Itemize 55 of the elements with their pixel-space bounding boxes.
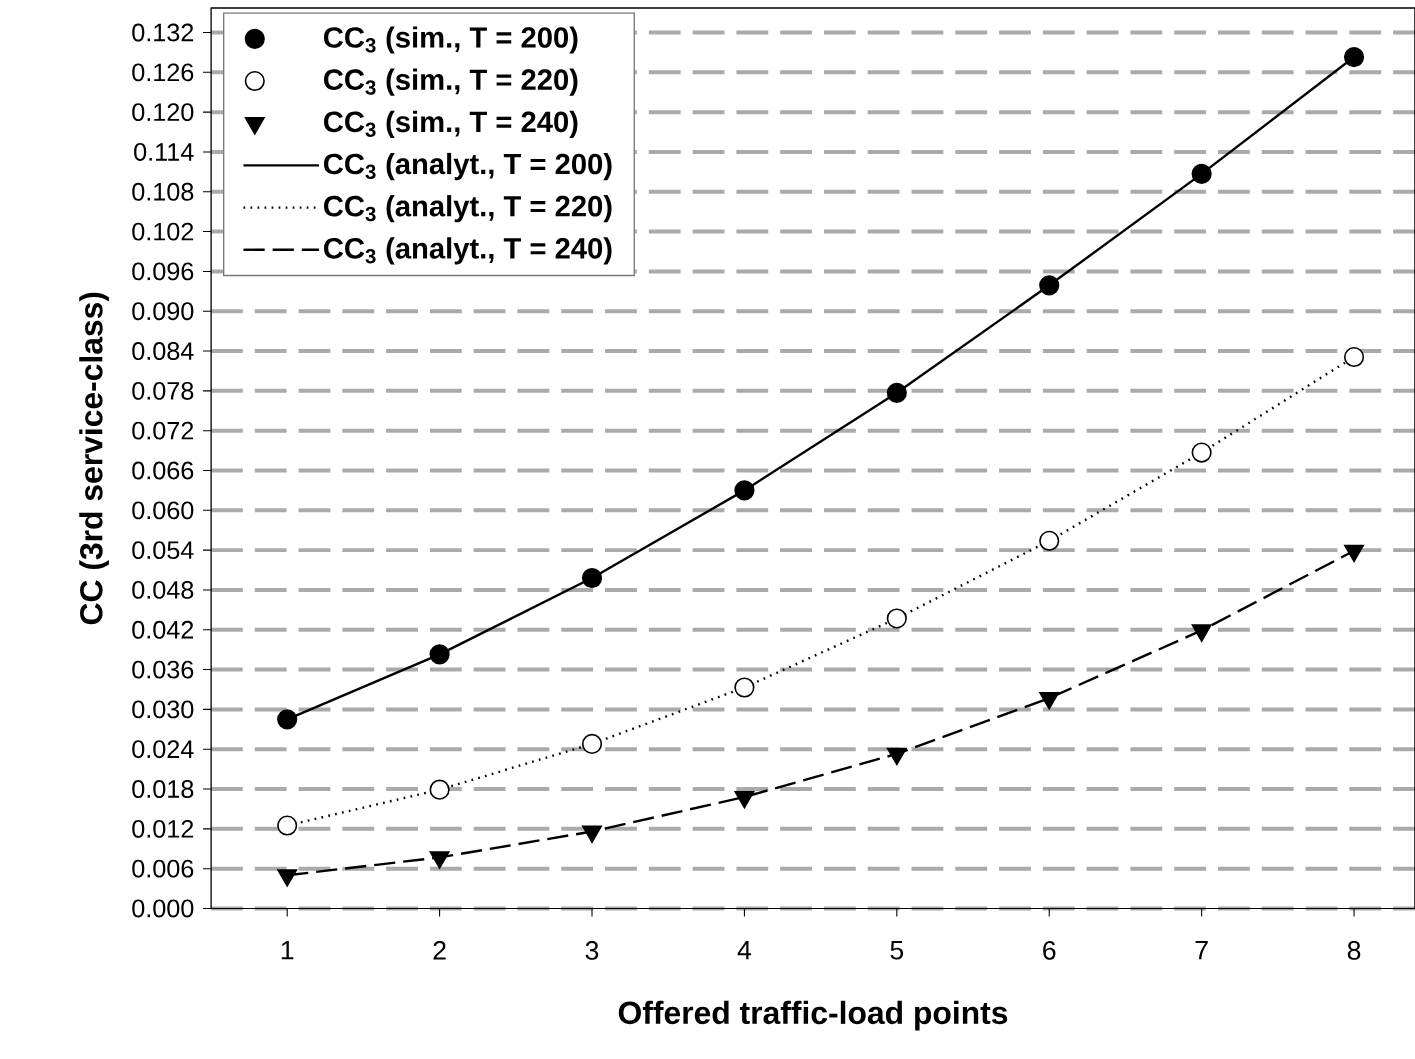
point [886,608,907,629]
legend-label: CC$_{3}$ (sim., T = 240) [324,110,578,139]
x-tick-label: 2 [433,941,446,960]
point [581,568,603,589]
y-tick-label: 0.108 [132,182,194,201]
y-tick-label: 0.000 [132,899,194,918]
y-tick-label: 0.060 [132,501,194,520]
y-tick-label: 0.030 [132,700,194,719]
y-tick-label: 0.048 [132,581,194,599]
point [429,779,450,800]
x-tick-label: 3 [585,941,599,960]
x-tick-label: 1 [281,941,294,960]
y-tick-label: 0.042 [132,620,194,639]
point [1039,530,1060,552]
y-tick-label: 0.036 [132,660,194,679]
legend-label: CC$_{3}$ (sim., T = 200) [324,26,578,54]
point [734,480,755,501]
y-tick-label: 0.078 [132,382,194,400]
y-tick-label: 0.102 [132,222,194,241]
y-tick-label: 0.120 [132,103,194,122]
point [581,733,603,755]
y-tick-label: 0.084 [132,342,194,361]
y-tick-label: 0.012 [132,820,194,838]
point [1343,47,1365,68]
y-tick-label: 0.114 [134,143,194,162]
legend-label: CC$_{3}$ (sim., T = 220) [324,68,578,96]
legend-label: CC$_{3}$ (analyt., T = 220) [324,195,612,223]
legend-label: CC$_{3}$ (analyt., T = 200) [324,153,612,181]
y-tick-label: 0.054 [132,541,194,560]
point [886,382,907,404]
x-tick-label: 8 [1347,941,1361,960]
point [277,815,298,836]
point [1191,442,1212,463]
y-tick-label: 0.006 [132,859,194,878]
y-axis-title: CC (3rd service-class) [79,292,109,625]
y-tick-label: 0.024 [132,740,194,759]
y-tick-label: 0.018 [132,780,194,799]
point [1191,163,1212,185]
x-axis-title: Offered traffic-load points [618,1000,1008,1031]
point [429,644,450,665]
point [1039,275,1060,296]
x-tick-label: 5 [890,941,904,960]
x-tick-label: 4 [737,941,752,960]
x-tick-label: 6 [1043,941,1056,960]
point [277,709,298,730]
y-tick-label: 0.096 [132,262,194,281]
y-tick-label: 0.066 [132,461,194,480]
y-tick-label: 0.090 [132,302,194,321]
y-tick-label: 0.132 [132,23,194,42]
legend-label: CC$_{3}$ (analyt., T = 240) [324,237,612,265]
y-tick-label: 0.126 [132,63,194,82]
point [1343,347,1365,368]
x-tick-label: 7 [1195,941,1208,960]
y-tick-label: 0.072 [132,421,194,440]
point [734,677,755,698]
